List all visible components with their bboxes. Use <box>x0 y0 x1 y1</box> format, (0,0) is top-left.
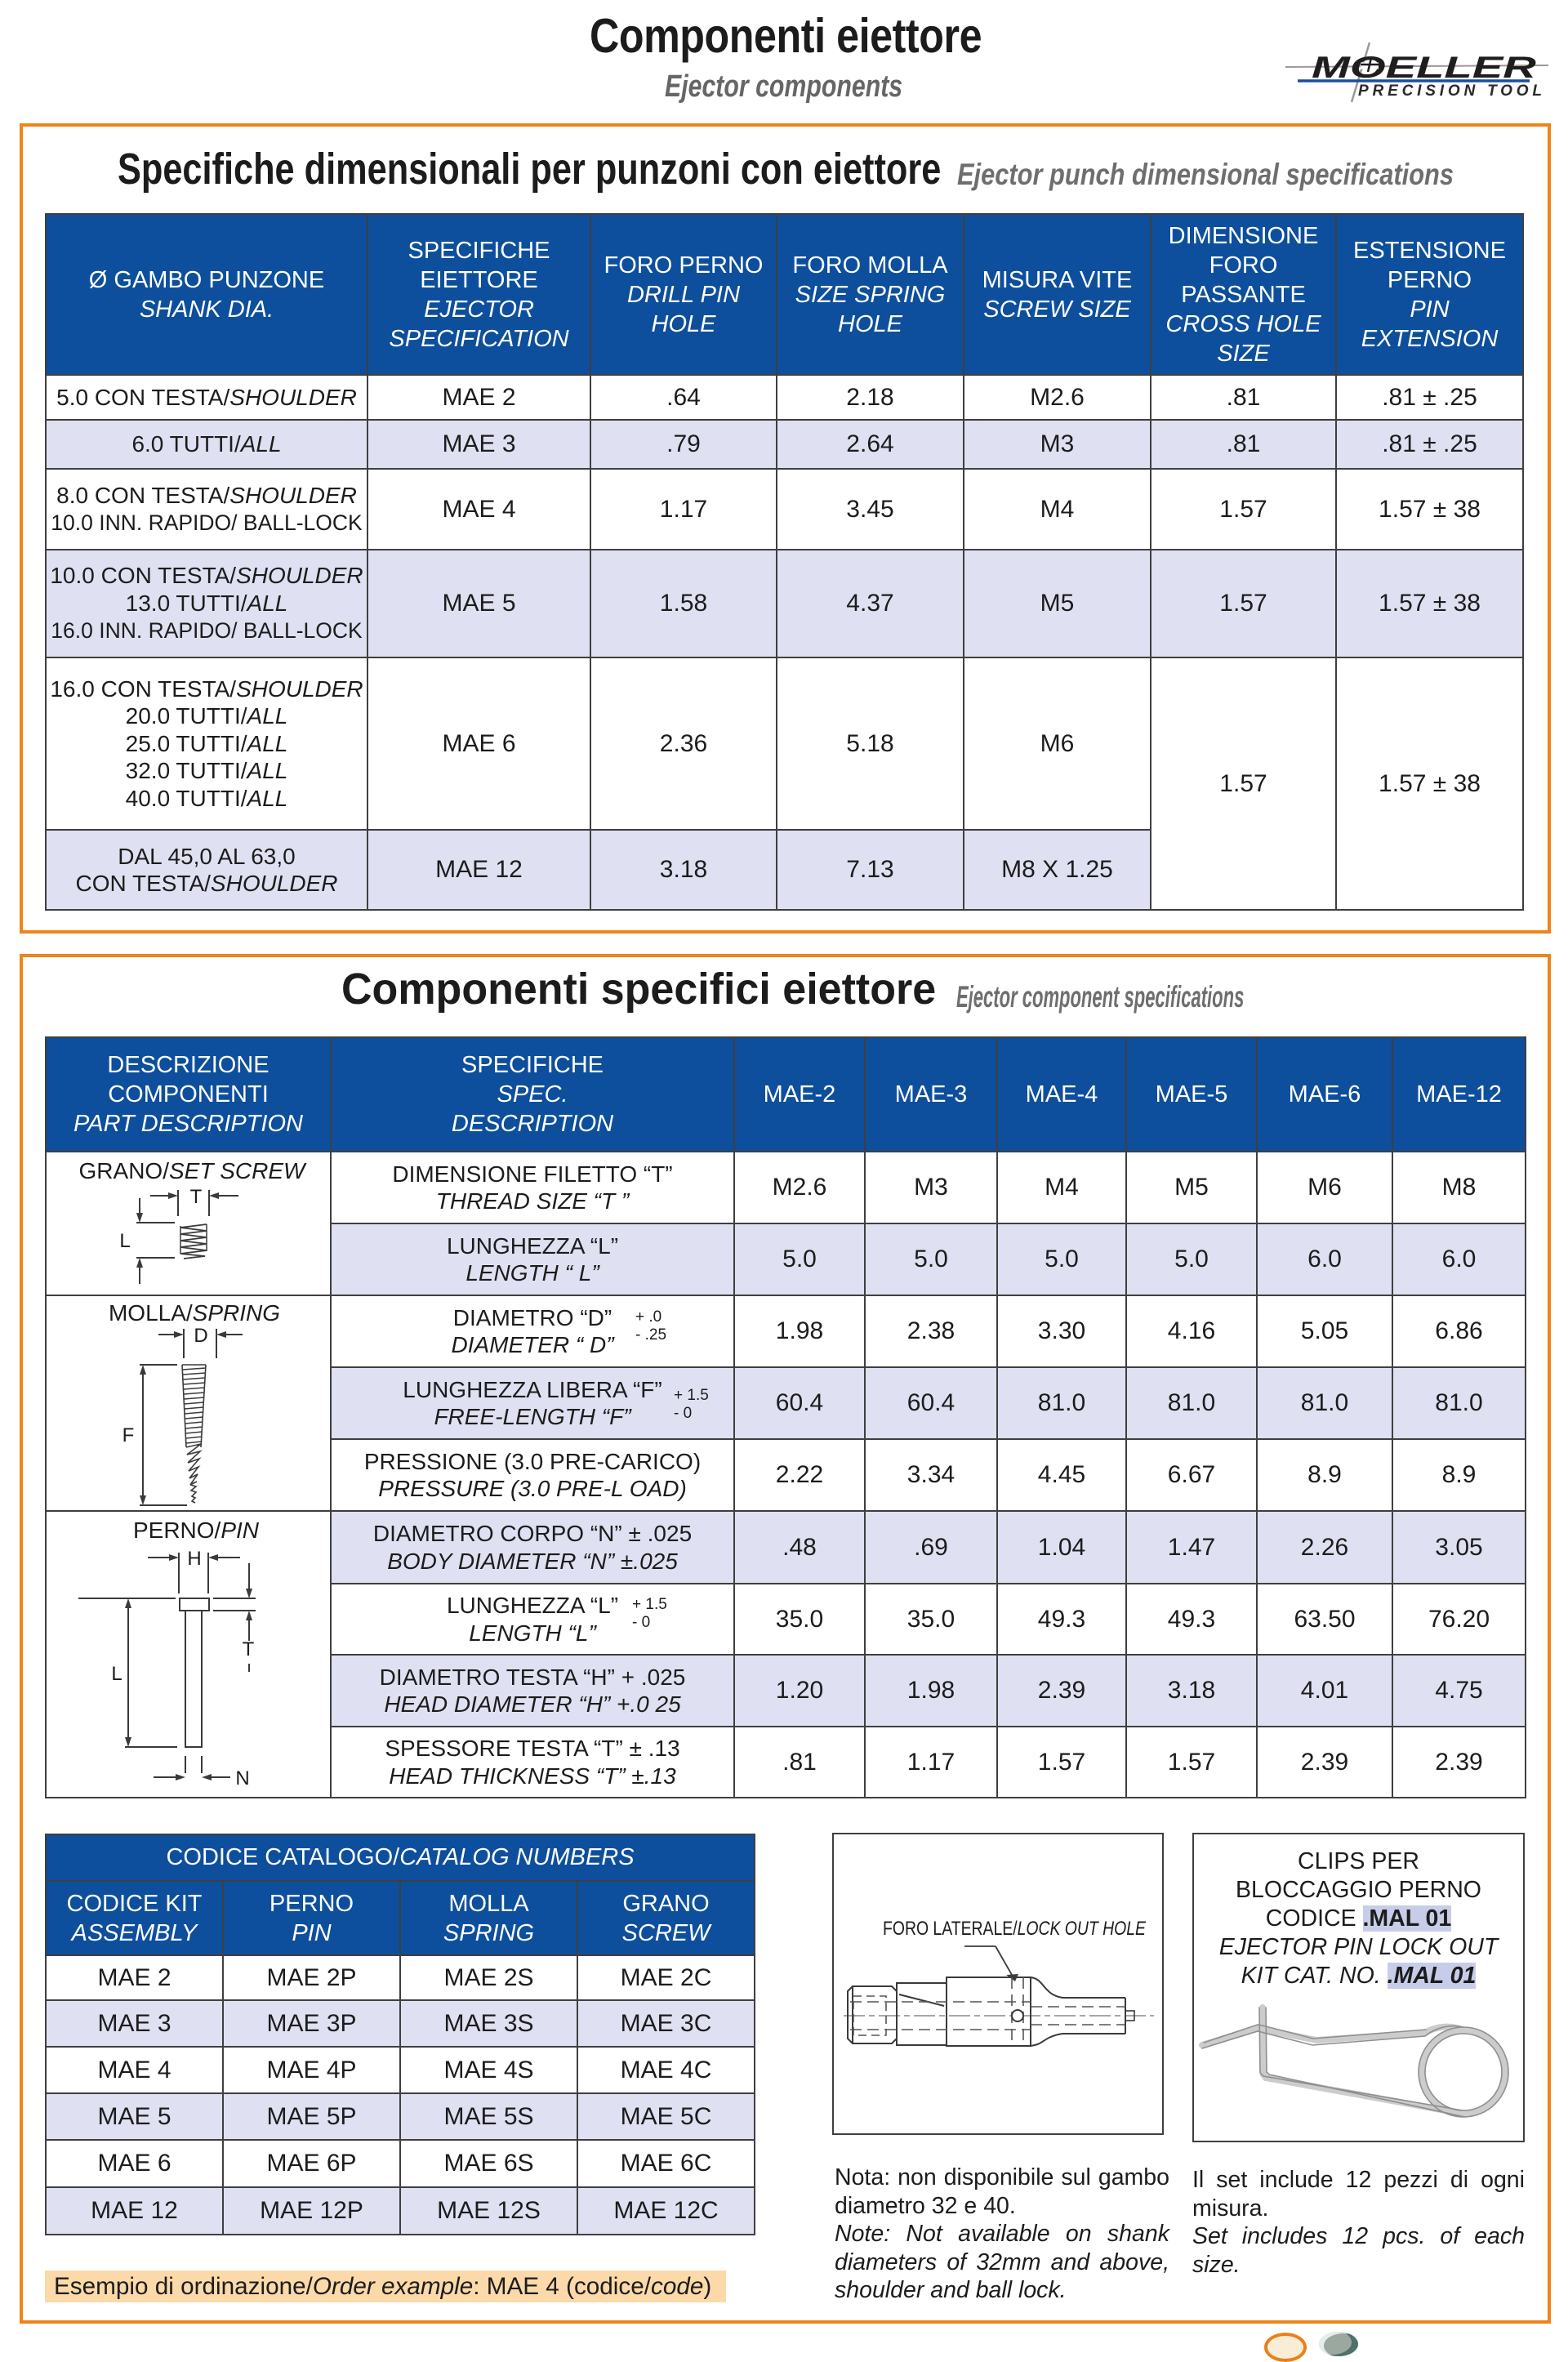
svg-text:L: L <box>111 1663 122 1685</box>
svg-text:D: D <box>194 1325 207 1347</box>
svg-text:MOELLER: MOELLER <box>1312 51 1537 84</box>
svg-text:FORO LATERALE/LOCK OUT HOLE: FORO LATERALE/LOCK OUT HOLE <box>883 1918 1147 1940</box>
svg-text:N: N <box>235 1767 249 1789</box>
svg-text:F: F <box>122 1424 135 1446</box>
svg-text:PRECISION TOOL: PRECISION TOOL <box>1358 82 1543 100</box>
svg-text:MOLLA/SPRING: MOLLA/SPRING <box>109 1300 280 1326</box>
svg-text:H: H <box>187 1548 201 1570</box>
svg-text:T: T <box>243 1638 255 1660</box>
svg-text:T: T <box>190 1186 203 1208</box>
svg-text:GRANO/SET SCREW: GRANO/SET SCREW <box>79 1158 307 1183</box>
svg-text:PERNO/PIN: PERNO/PIN <box>133 1517 260 1543</box>
svg-text:L: L <box>119 1230 130 1252</box>
